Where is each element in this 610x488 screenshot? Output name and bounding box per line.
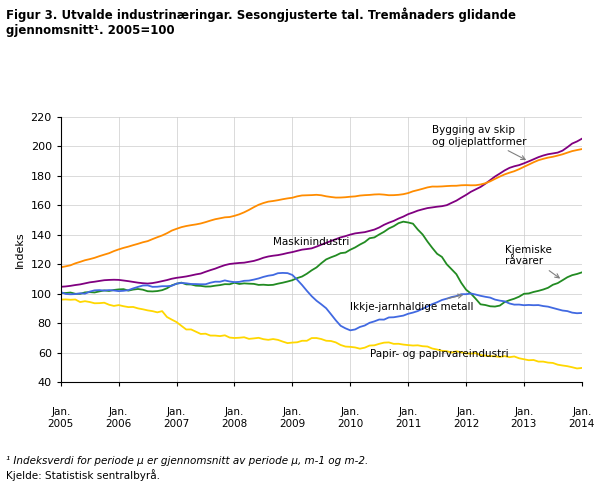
Text: Maskinindustri: Maskinindustri [273,237,350,247]
Text: Jan.
2011: Jan. 2011 [395,407,422,429]
Text: ¹ Indeksverdi for periode μ er gjennomsnitt av periode μ, m-1 og m-2.: ¹ Indeksverdi for periode μ er gjennomsn… [6,456,368,466]
Text: Jan.
2009: Jan. 2009 [279,407,306,429]
Text: Papir- og papirvareindustri: Papir- og papirvareindustri [370,349,508,359]
Text: Jan.
2013: Jan. 2013 [511,407,537,429]
Text: Ikkje-jarnhaldige metall: Ikkje-jarnhaldige metall [350,294,474,312]
Text: Jan.
2006: Jan. 2006 [106,407,132,429]
Text: Jan.
2005: Jan. 2005 [48,407,74,429]
Y-axis label: Indeks: Indeks [15,231,25,268]
Text: Kjemiske
råvarer: Kjemiske råvarer [504,244,559,278]
Text: Jan.
2012: Jan. 2012 [453,407,479,429]
Text: Bygging av skip
og oljeplattformer: Bygging av skip og oljeplattformer [432,125,527,160]
Text: Kjelde: Statistisk sentralbyrå.: Kjelde: Statistisk sentralbyrå. [6,469,160,481]
Text: Jan.
2007: Jan. 2007 [163,407,190,429]
Text: Jan.
2008: Jan. 2008 [221,407,248,429]
Text: Jan.
2014: Jan. 2014 [569,407,595,429]
Text: Jan.
2010: Jan. 2010 [337,407,364,429]
Text: Figur 3. Utvalde industrinæringar. Sesongjusterte tal. Tremånaders glidande
gjen: Figur 3. Utvalde industrinæringar. Seson… [6,7,516,37]
